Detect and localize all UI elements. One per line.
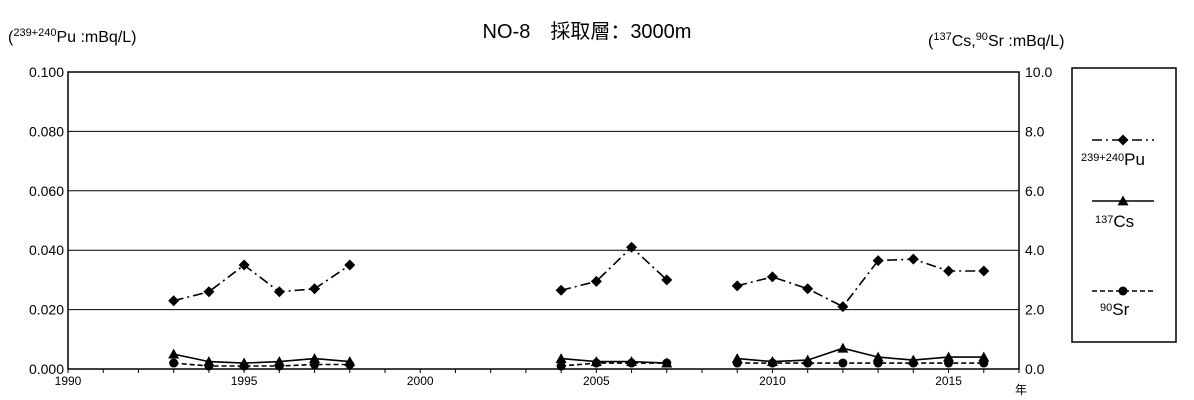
legend-label-pu-main: Pu [1124, 150, 1145, 169]
left-tick-label: 0.040 [29, 242, 64, 258]
data-point-pu [907, 253, 919, 265]
series-layer [168, 241, 990, 371]
data-point-sr [873, 358, 883, 368]
left-tick-label: 0.080 [29, 123, 64, 139]
right-tick-label: 4.0 [1025, 242, 1045, 258]
series-line-cs [173, 353, 350, 364]
x-axis-unit: 年 [1015, 383, 1027, 397]
right-axis-label-sup2: 90 [976, 31, 988, 43]
data-point-sr [944, 358, 954, 368]
data-point-pu [978, 265, 990, 277]
series-line-pu [173, 264, 351, 302]
series-line-sr [173, 362, 350, 367]
legend-label-sr-main: Sr [1112, 300, 1129, 319]
left-axis-label-sup: 239+240 [13, 27, 56, 39]
data-point-sr [908, 358, 918, 368]
left-axis-label-open: ( [8, 29, 14, 46]
data-point-sr [803, 358, 813, 368]
data-point-sr [732, 358, 742, 368]
right-tick-label: 0.0 [1025, 361, 1045, 377]
legend [1092, 134, 1154, 296]
right-axis-label-sup1: 137 [933, 31, 951, 43]
data-point-pu [203, 286, 215, 298]
plot-area-frame [67, 71, 1020, 370]
data-point-pu [661, 274, 673, 286]
data-point-pu [344, 259, 356, 271]
series-line-pu [560, 246, 668, 292]
left-axis-label-main: Pu :mBq/L) [56, 29, 136, 46]
x-tick-label: 1995 [231, 374, 258, 388]
series-line-pu [737, 258, 984, 308]
data-point-sr [838, 358, 848, 368]
legend-label-sr-sup: 90 [1100, 302, 1112, 314]
legend-label-cs-main: Cs [1113, 212, 1134, 231]
data-point-sr [274, 361, 284, 371]
data-point-cs [943, 351, 955, 362]
x-tick-label: 2010 [759, 374, 786, 388]
legend-label-cs: 137Cs [1095, 212, 1134, 231]
data-point-sr [204, 361, 214, 371]
data-point-pu [872, 255, 884, 267]
data-point-pu [590, 275, 602, 287]
data-point-pu [766, 271, 778, 283]
left-tick-label: 0.020 [29, 302, 64, 318]
data-point-pu [802, 283, 814, 295]
data-point-cs [555, 353, 567, 364]
legend-label-pu: 239+240Pu [1081, 150, 1145, 169]
x-tick-label: 2005 [583, 374, 610, 388]
chart-title: NO-8 採取層：3000m [483, 20, 692, 43]
legend-marker-pu [1117, 134, 1129, 146]
series-line-cs [737, 347, 984, 363]
data-point-pu [168, 295, 180, 307]
axis-ticks: 0.000 0.020 0.040 0.060 0.080 0.100 0.0 2.0 4.0 6… [29, 64, 1053, 388]
data-point-sr [345, 360, 355, 370]
x-tick-label: 2000 [407, 374, 434, 388]
legend-label-pu-sup: 239+240 [1081, 152, 1124, 164]
data-point-pu [837, 301, 849, 313]
data-point-cs [168, 348, 180, 359]
data-point-sr [662, 358, 672, 368]
x-tick-label: 1990 [55, 374, 82, 388]
data-point-pu [626, 241, 638, 253]
series-line-sr [561, 362, 667, 367]
data-point-cs [837, 342, 849, 353]
legend-marker-cs [1117, 195, 1129, 206]
data-point-sr [556, 361, 566, 371]
data-point-pu [309, 283, 321, 295]
data-point-sr [239, 361, 249, 371]
data-point-sr [767, 358, 777, 368]
data-point-cs [309, 353, 321, 364]
left-axis-label: (239+240Pu :mBq/L) [8, 27, 137, 46]
left-tick-label: 0.100 [29, 64, 64, 80]
left-tick-label: 0.000 [29, 361, 64, 377]
right-tick-label: 6.0 [1025, 183, 1045, 199]
right-axis-label-open: ( [928, 33, 934, 50]
data-point-sr [310, 360, 320, 370]
data-point-pu [731, 280, 743, 292]
right-tick-label: 2.0 [1025, 302, 1045, 318]
left-tick-label: 0.060 [29, 183, 64, 199]
data-point-sr [979, 358, 989, 368]
data-point-pu [555, 284, 567, 296]
right-tick-label: 8.0 [1025, 123, 1045, 139]
right-axis-label-mid: Cs, [952, 33, 976, 50]
legend-label-cs-sup: 137 [1095, 214, 1113, 226]
data-point-sr [169, 358, 179, 368]
right-tick-label: 10.0 [1025, 64, 1052, 80]
legend-marker-sr [1118, 286, 1128, 296]
data-point-pu [943, 265, 955, 277]
grid-lines [68, 130, 1019, 311]
right-axis-label: (137Cs,90Sr :mBq/L) [928, 31, 1064, 50]
data-point-sr [591, 358, 601, 368]
data-point-pu [238, 259, 250, 271]
x-tick-label: 2015 [935, 374, 962, 388]
data-point-cs [872, 351, 884, 362]
right-axis-label-main: Sr :mBq/L) [988, 33, 1064, 50]
data-point-pu [273, 286, 285, 298]
legend-label-sr: 90Sr [1100, 300, 1130, 319]
data-point-sr [627, 358, 637, 368]
data-point-cs [978, 351, 990, 362]
